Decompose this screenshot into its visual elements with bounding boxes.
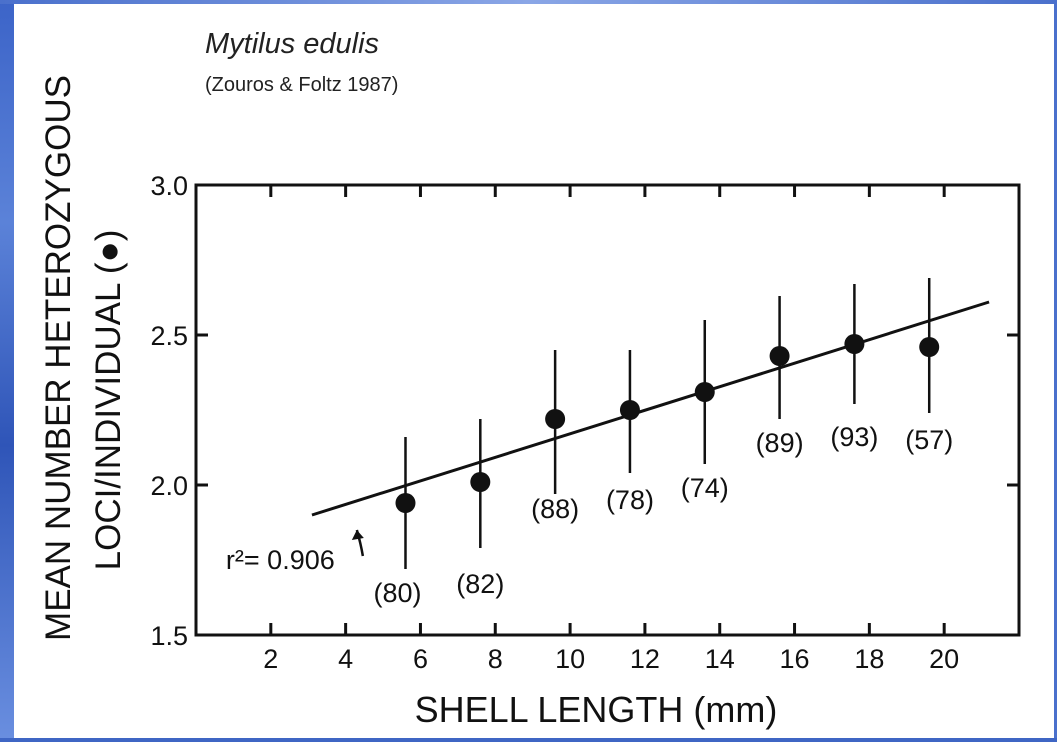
x-tick-label: 14	[705, 644, 735, 674]
x-tick-label: 12	[630, 644, 660, 674]
y-tick-label: 2.5	[150, 321, 188, 351]
data-point	[694, 382, 715, 402]
citation: (Zouros & Foltz 1987)	[205, 74, 399, 96]
x-ticks: 2 4 6 8 10 12 14 16 18 20	[263, 185, 959, 674]
y-ticks: 1.5 2.0 2.5 3.0	[150, 171, 1019, 651]
sample-size-label: (93)	[830, 422, 878, 452]
sample-size-label: (74)	[681, 473, 729, 503]
x-tick-label: 20	[929, 644, 959, 674]
x-tick-label: 18	[854, 644, 884, 674]
sample-size-label: (82)	[456, 569, 504, 599]
x-tick-label: 2	[263, 644, 278, 674]
data-point	[395, 493, 416, 513]
y-axis-title-line1: MEAN NUMBER HETEROZYGOUS	[39, 75, 78, 641]
data-point	[769, 346, 790, 366]
plot-frame	[194, 183, 1021, 637]
data-point	[919, 337, 940, 357]
data-point	[545, 409, 566, 429]
x-axis-title: SHELL LENGTH (mm)	[415, 689, 778, 730]
right-edge-stripe	[1054, 0, 1057, 742]
r-squared-label: r²= 0.906	[226, 545, 335, 575]
y-tick-label: 1.5	[150, 621, 188, 651]
y-tick-label: 2.0	[150, 471, 188, 501]
y-axis-title: MEAN NUMBER HETEROZYGOUS LOCI/INDIVIDUAL…	[39, 75, 128, 641]
x-tick-label: 4	[338, 644, 353, 674]
x-tick-label: 6	[413, 644, 428, 674]
points-group: (80) (82) (88) (78) (74) (89) (93) (57)	[373, 278, 953, 608]
sample-size-label: (88)	[531, 494, 579, 524]
data-point	[470, 472, 491, 492]
r-squared-arrowhead	[351, 530, 364, 540]
regression-line	[311, 300, 990, 517]
x-tick-label: 16	[780, 644, 810, 674]
x-tick-label: 8	[488, 644, 503, 674]
sample-size-label: (57)	[905, 425, 953, 455]
sample-size-label: (78)	[606, 485, 654, 515]
data-point	[619, 400, 640, 420]
y-tick-label: 3.0	[150, 171, 188, 201]
y-axis-title-line2: LOCI/INDIVIDUAL (●)	[89, 230, 128, 571]
species-title: Mytilus edulis	[205, 28, 380, 60]
bottom-edge-stripe	[0, 738, 1057, 742]
sample-size-label: (80)	[373, 578, 421, 608]
top-edge-stripe	[0, 0, 1057, 4]
left-edge-stripe	[0, 0, 14, 742]
x-tick-label: 10	[555, 644, 585, 674]
sample-size-label: (89)	[756, 428, 804, 458]
data-point	[844, 334, 865, 354]
regression-group: r²= 0.906	[226, 300, 990, 575]
